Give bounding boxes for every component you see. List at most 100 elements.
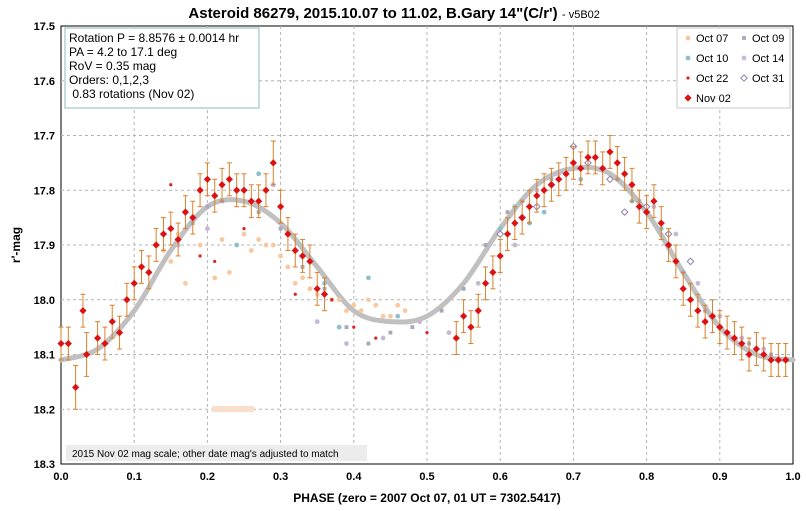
data-point-nov-02 xyxy=(496,252,504,260)
info-box: Rotation P = 8.8576 ± 0.0014 hr PA = 4.2… xyxy=(64,27,260,109)
y-tick-label: 17.8 xyxy=(34,185,55,197)
data-point-nov-02 xyxy=(547,181,556,189)
data-point-oct-09 xyxy=(388,330,393,335)
chart-subtitle: - v5B02 xyxy=(562,9,600,21)
data-point-nov-02 xyxy=(694,307,702,315)
note-box: 2015 Nov 02 mag scale; other date mag's … xyxy=(66,445,367,461)
data-point-nov-02 xyxy=(518,214,526,222)
data-point-oct-14 xyxy=(446,330,452,335)
data-point-oct-22 xyxy=(213,259,217,264)
data-point-nov-02 xyxy=(306,257,314,266)
legend-label-oct-22: Oct 22 xyxy=(696,73,728,85)
data-point-oct-07 xyxy=(402,308,408,314)
legend-label-oct-09: Oct 09 xyxy=(752,33,784,45)
x-axis-label: PHASE (zero = 2007 Oct 07, 01 UT = 7302.… xyxy=(293,491,560,505)
data-point-oct-09 xyxy=(410,325,415,330)
data-point-nov-02 xyxy=(145,268,153,276)
data-point-oct-07 xyxy=(344,308,349,314)
data-point-oct-09 xyxy=(483,243,488,247)
data-point-nov-02 xyxy=(101,339,109,348)
data-point-nov-02 xyxy=(255,197,263,205)
info-line-3: RoV = 0.35 mag xyxy=(69,59,156,73)
x-tick-label: 0.2 xyxy=(200,471,215,483)
legend-marker-nov-02 xyxy=(684,94,692,102)
data-point-oct-07 xyxy=(292,280,298,286)
data-point-nov-02 xyxy=(481,279,490,287)
data-point-oct-14 xyxy=(205,226,210,231)
data-point-nov-02 xyxy=(621,170,629,178)
data-point-nov-02 xyxy=(577,164,585,172)
y-tick-label: 17.9 xyxy=(34,240,55,252)
data-point-nov-02 xyxy=(137,263,146,271)
data-point-nov-02 xyxy=(203,175,211,183)
x-tick-label: 0.9 xyxy=(712,471,727,483)
data-point-oct-31 xyxy=(606,175,614,184)
data-point-oct-14 xyxy=(417,319,423,325)
data-point-nov-02 xyxy=(452,334,460,342)
info-line-1: Rotation P = 8.8576 ± 0.0014 hr xyxy=(69,31,239,45)
data-point-nov-02 xyxy=(562,170,570,178)
data-point-nov-02 xyxy=(650,197,658,205)
data-point-nov-02 xyxy=(225,175,233,183)
data-point-nov-02 xyxy=(291,246,299,255)
data-point-nov-02 xyxy=(686,296,695,304)
data-point-nov-02 xyxy=(738,339,746,348)
data-point-oct-09 xyxy=(205,204,210,209)
data-point-oct-07 xyxy=(226,269,232,275)
data-point-oct-31 xyxy=(686,257,695,266)
y-tick-labels: 17.5 17.6 17.7 17.8 17.9 18.0 18.1 18.2 18.3 xyxy=(34,21,55,471)
y-tick-label: 18.2 xyxy=(34,404,55,416)
y-tick-label: 17.5 xyxy=(34,21,55,33)
data-point-oct-09 xyxy=(366,341,371,346)
data-point-oct-07 xyxy=(380,313,386,319)
info-line-4: Orders: 0,1,2,3 xyxy=(69,73,149,87)
y-tick-label: 18.0 xyxy=(34,295,55,307)
data-point-oct-07 xyxy=(219,237,225,242)
data-point-oct-07 xyxy=(358,308,364,314)
data-point-nov-02 xyxy=(591,153,599,161)
data-point-oct-07 xyxy=(168,259,174,264)
data-points xyxy=(57,135,790,410)
data-point-oct-07 xyxy=(300,275,305,281)
data-point-nov-02 xyxy=(533,192,541,200)
data-point-oct-14 xyxy=(475,280,481,286)
data-point-oct-10 xyxy=(366,275,371,281)
data-point-nov-02 xyxy=(730,334,739,342)
legend-box xyxy=(676,27,791,109)
data-point-oct-22 xyxy=(374,336,378,340)
info-line-5: 0.83 rotations (Nov 02) xyxy=(69,87,194,101)
series-nov-02 xyxy=(57,135,790,410)
data-point-oct-10 xyxy=(541,209,547,215)
data-point-oct-22 xyxy=(198,254,202,258)
data-point-oct-14 xyxy=(673,231,679,237)
data-point-oct-31 xyxy=(620,208,629,217)
data-point-nov-02 xyxy=(584,153,592,161)
data-point-nov-02 xyxy=(782,356,790,364)
data-point-nov-02 xyxy=(664,241,673,249)
data-point-nov-02 xyxy=(460,312,468,320)
data-point-nov-02 xyxy=(72,383,80,391)
data-point-nov-02 xyxy=(672,257,680,266)
x-tick-labels: 0.0 0.1 0.2 0.3 0.4 0.5 0.6 0.7 0.8 0.9 1.0 xyxy=(53,471,800,483)
data-point-oct-07 xyxy=(388,313,393,319)
data-point-nov-02 xyxy=(657,219,665,227)
data-point-oct-14 xyxy=(344,341,349,346)
y-axis-label: r'-mag xyxy=(9,227,23,263)
legend-marker-oct-10 xyxy=(685,55,691,61)
data-point-oct-22 xyxy=(169,183,173,187)
x-tick-label: 0.6 xyxy=(493,471,508,483)
data-point-nov-02 xyxy=(701,318,709,326)
data-point-oct-07 xyxy=(212,275,218,281)
data-point-oct-22 xyxy=(242,226,246,231)
data-point-oct-07 xyxy=(183,280,188,286)
data-point-nov-02 xyxy=(489,268,497,276)
data-point-nov-02 xyxy=(540,186,548,194)
data-point-nov-02 xyxy=(233,186,241,194)
data-point-nov-02 xyxy=(643,208,651,216)
data-point-nov-02 xyxy=(64,339,72,348)
data-point-oct-07 xyxy=(197,242,203,248)
data-point-oct-10 xyxy=(395,313,401,319)
legend-marker-oct-09 xyxy=(742,36,746,40)
legend-marker-oct-22 xyxy=(686,76,690,80)
legend-marker-oct-14 xyxy=(741,55,747,61)
